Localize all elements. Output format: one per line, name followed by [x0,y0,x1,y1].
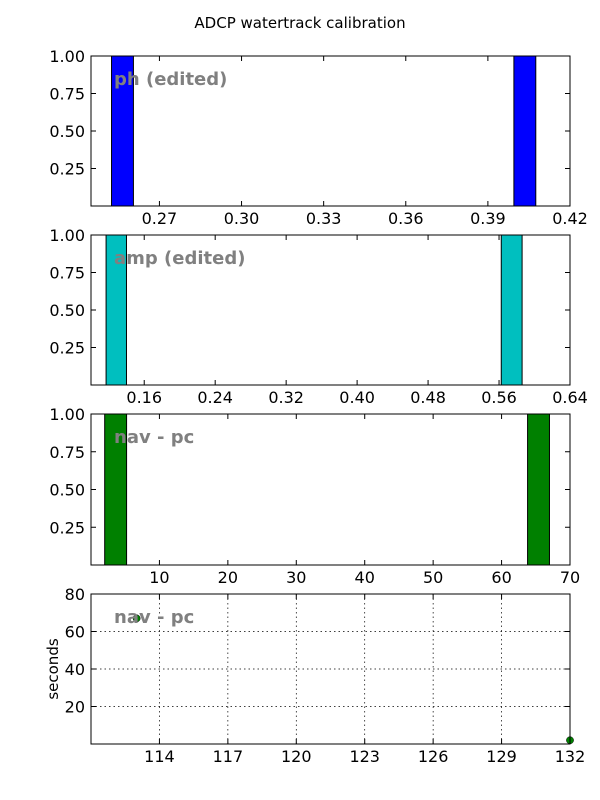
x-tick-label: 0.30 [224,209,260,228]
y-tick-label: 60 [65,623,85,642]
bar [527,413,550,566]
x-tick-label: 0.48 [410,388,446,407]
y-tick-label: 0.75 [49,85,85,104]
chart-panel-3: 10 20 30 40 50 60 70 0.25 0.50 0.75 1.00 nav - pc [49,405,580,587]
y-tick-label: 80 [65,585,85,604]
y-tick-label: 0.75 [49,443,85,462]
x-tick-label: 0.36 [388,209,424,228]
x-tick-label: 129 [486,747,517,766]
x-tick-label: 0.16 [126,388,162,407]
x-tick-label: 60 [491,568,511,587]
plot-area [91,414,570,565]
bar [500,234,523,386]
y-tick-label: 20 [65,698,85,717]
y-axis-label: seconds [44,638,62,699]
plot-area [91,235,570,385]
panel-label: ph (edited) [114,69,227,90]
x-tick-label: 20 [218,568,238,587]
y-tick-label: 1.00 [49,405,85,424]
figure-title: ADCP watertrack calibration [194,14,405,32]
x-tick-label: 70 [560,568,580,587]
x-tick-label: 30 [286,568,306,587]
chart-panels: 0.27 0.30 0.33 0.36 0.39 0.42 0.25 0.50 0.75 1.00… [44,47,588,766]
panel-label: nav - pc [114,427,194,448]
y-tick-label: 0.25 [49,160,85,179]
x-tick-label: 117 [213,747,244,766]
chart-panel-1: 0.27 0.30 0.33 0.36 0.39 0.42 0.25 0.50 0.75 1.00… [49,47,587,228]
y-tick-label: 0.75 [49,264,85,283]
x-tick-label: 0.40 [339,388,375,407]
x-tick-label: 40 [355,568,375,587]
bar [513,55,537,207]
y-tick-label: 0.50 [49,301,85,320]
scatter-point [132,614,141,623]
y-tick-label: 0.25 [49,518,85,537]
x-tick-label: 120 [281,747,312,766]
y-tick-label: 0.50 [49,481,85,500]
x-tick-label: 10 [149,568,169,587]
x-tick-label: 0.39 [470,209,506,228]
y-tick-label: 1.00 [49,47,85,66]
chart-panel-2: 0.16 0.24 0.32 0.40 0.48 0.56 0.64 0.25 0.50 0.75… [49,226,587,407]
x-tick-label: 132 [555,747,586,766]
x-tick-label: 50 [423,568,443,587]
x-tick-label: 0.32 [268,388,304,407]
y-tick-label: 0.25 [49,339,85,358]
x-tick-label: 0.64 [552,388,588,407]
x-tick-label: 0.24 [197,388,233,407]
x-tick-label: 0.56 [481,388,517,407]
panel-label: nav - pc [114,607,194,628]
x-tick-label: 123 [349,747,380,766]
y-tick-label: 40 [65,660,85,679]
x-tick-label: 126 [418,747,449,766]
x-tick-label: 0.27 [142,209,178,228]
y-tick-label: 0.50 [49,122,85,141]
x-tick-label: 0.33 [306,209,342,228]
plot-area [91,56,570,206]
x-tick-label: 114 [144,747,175,766]
chart-panel-4: 114 117 120 123 126 129 132 20 40 60 80 nav - pc sec… [44,585,585,766]
panel-label: amp (edited) [114,248,245,269]
y-tick-label: 1.00 [49,226,85,245]
x-tick-label: 0.42 [552,209,588,228]
